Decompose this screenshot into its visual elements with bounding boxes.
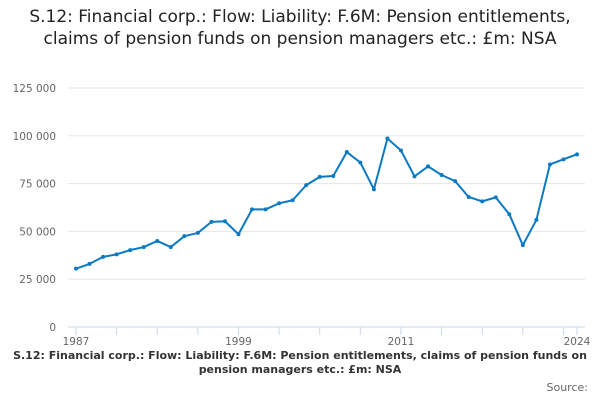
y-tick-label: 50 000 [19, 226, 56, 238]
data-point [371, 187, 376, 192]
data-point [480, 199, 485, 204]
data-point [290, 198, 295, 203]
data-point [304, 183, 309, 188]
x-tick-label: 2011 [388, 336, 415, 348]
data-point [412, 174, 417, 179]
y-tick-label: 100 000 [13, 131, 56, 143]
y-tick-label: 75 000 [19, 179, 56, 191]
data-point [398, 148, 403, 153]
data-point [317, 174, 322, 179]
data-point [182, 234, 187, 239]
data-point [358, 160, 363, 165]
data-point [209, 219, 214, 224]
data-point [250, 207, 255, 212]
data-point [344, 150, 349, 155]
chart-subtitle: S.12: Financial corp.: Flow: Liability: … [13, 349, 587, 376]
data-point [141, 245, 146, 250]
data-point [87, 261, 92, 266]
data-point [114, 252, 119, 257]
x-tick-label: 1999 [225, 336, 252, 348]
data-point [155, 238, 160, 243]
y-tick-label: 125 000 [13, 83, 56, 95]
data-point [534, 217, 539, 222]
data-point [439, 172, 444, 177]
data-point [101, 254, 106, 259]
data-point [453, 179, 458, 184]
data-point [507, 212, 512, 217]
y-tick-label: 0 [49, 322, 56, 334]
data-point [277, 201, 282, 206]
data-point [466, 194, 471, 199]
data-point [426, 164, 431, 169]
data-point [74, 266, 78, 271]
series-line [75, 137, 578, 270]
source-label: Source: [546, 381, 589, 394]
y-tick-label: 25 000 [19, 274, 56, 286]
data-point [520, 243, 525, 248]
data-point [493, 195, 498, 200]
data-point [195, 230, 200, 235]
data-point [547, 162, 552, 167]
data-point [263, 207, 268, 212]
data-point [575, 152, 579, 157]
chart-title: S.12: Financial corp.: Flow: Liability: … [29, 7, 571, 49]
x-tick-label: 1987 [63, 336, 90, 348]
data-point [385, 136, 390, 141]
x-tick-label: 2024 [564, 336, 591, 348]
data-point [236, 232, 241, 237]
data-point [128, 248, 133, 253]
data-point [168, 245, 173, 250]
data-point [331, 173, 336, 178]
data-point [561, 157, 566, 162]
data-point [222, 219, 227, 224]
